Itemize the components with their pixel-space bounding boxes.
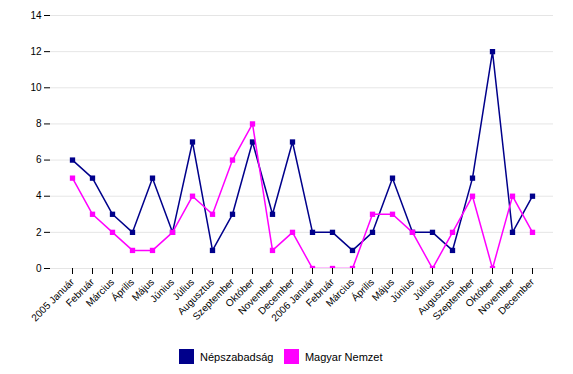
svg-text:Június: Június [388,276,416,304]
svg-text:Március: Március [83,276,117,309]
svg-text:Október: Október [223,276,257,310]
svg-text:Április: Április [348,276,376,304]
svg-text:14: 14 [30,10,42,21]
svg-text:6: 6 [36,154,42,165]
svg-text:November: November [475,276,517,317]
svg-text:2: 2 [36,227,42,238]
svg-text:Augusztus: Augusztus [175,276,217,317]
svg-text:Február: Február [63,276,97,309]
html-text:Népszabadság: Népszabadság [200,350,274,363]
svg-text:Május: Május [369,276,397,303]
svg-text:Április: Április [108,276,136,304]
svg-text:Szeptember: Szeptember [190,276,237,323]
svg-text:Október: Október [463,276,497,310]
svg-text:4: 4 [36,190,42,201]
svg-text:Május: Május [129,276,157,303]
svg-text:12: 12 [30,46,42,57]
svg-text:Július: Július [170,276,197,303]
svg-text:Június: Június [148,276,176,304]
svg-text:10: 10 [30,82,42,93]
svg-text:8: 8 [36,118,42,129]
svg-text:December: December [255,276,297,317]
svg-text:December: December [496,276,537,317]
svg-text:Szeptember: Szeptember [430,276,477,323]
svg-text:November: November [235,276,277,317]
svg-text:Július: Július [410,276,437,303]
svg-text:2006 Január: 2006 Január [269,276,317,324]
svg-text:2005 Január: 2005 Január [29,276,77,324]
svg-text:0: 0 [36,263,42,274]
html-text:Magyar Nemzet: Magyar Nemzet [304,350,383,363]
svg-text:Február: Február [303,276,337,309]
svg-text:Augusztus: Augusztus [415,276,457,317]
svg-text:Március: Március [323,276,357,309]
